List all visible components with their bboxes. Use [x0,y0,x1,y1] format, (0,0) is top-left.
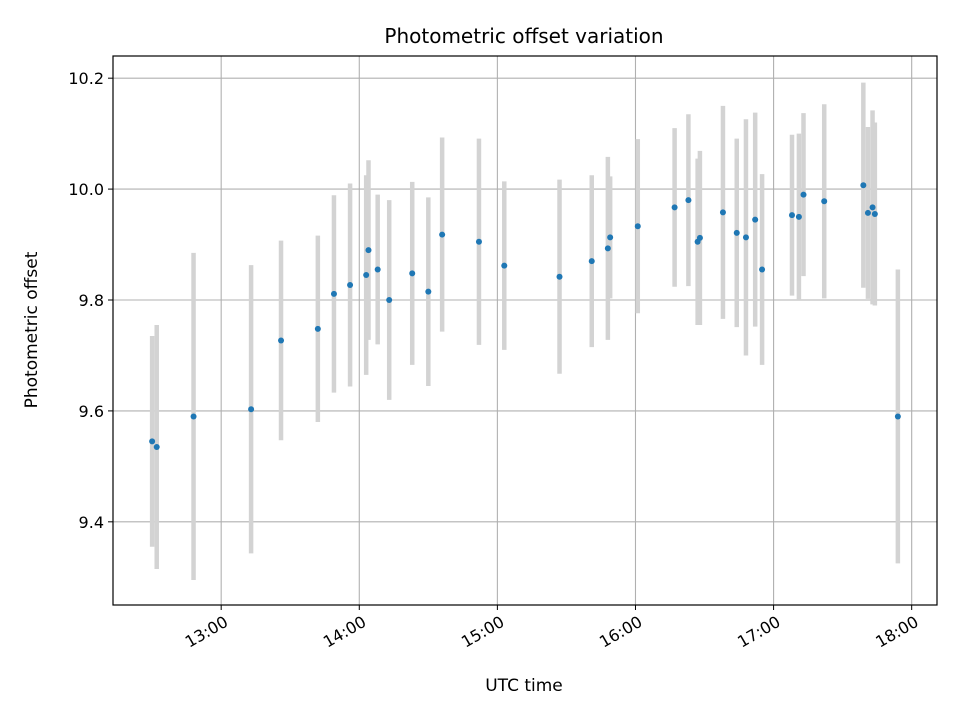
y-tick-label: 10.2 [68,69,104,88]
data-point [363,272,370,279]
data-point [248,406,255,413]
data-point [869,204,876,211]
data-point [365,247,372,254]
data-point [719,209,726,216]
data-point [190,413,197,420]
data-point [409,270,416,277]
x-axis-label: UTC time [485,676,563,696]
data-point [153,443,160,450]
data-point [871,211,878,218]
data-point [733,229,740,236]
data-point [588,258,595,265]
data-point [501,262,508,269]
data-point [386,297,393,303]
data-point [671,204,678,211]
data-point [149,438,156,445]
y-axis-label: Photometric offset [22,251,42,408]
y-tick-label: 9.6 [79,402,104,421]
data-point [475,238,482,245]
data-point [604,245,611,252]
data-point [425,288,432,295]
data-point [795,213,802,220]
data-point [439,231,446,238]
y-tick-label: 9.4 [79,513,104,532]
data-point [864,209,871,216]
data-point [752,216,759,223]
data-point [347,282,354,289]
data-point [821,198,828,205]
data-point [800,191,807,198]
y-tick-label: 10.0 [68,180,104,199]
data-point [788,212,795,219]
data-point [607,234,614,241]
data-point [330,290,337,297]
y-tick-label: 9.8 [79,291,104,310]
plot-frame [112,55,938,606]
data-point [894,413,901,420]
data-point [278,337,285,344]
data-point [314,325,321,332]
data-point [759,266,766,273]
data-point [696,234,703,241]
data-point [685,197,692,204]
data-point [374,266,381,273]
data-point [634,223,641,230]
data-points [149,182,901,450]
data-point [742,234,749,241]
data-point [556,273,563,280]
chart-title: Photometric offset variation [384,24,663,48]
data-point [860,182,867,189]
